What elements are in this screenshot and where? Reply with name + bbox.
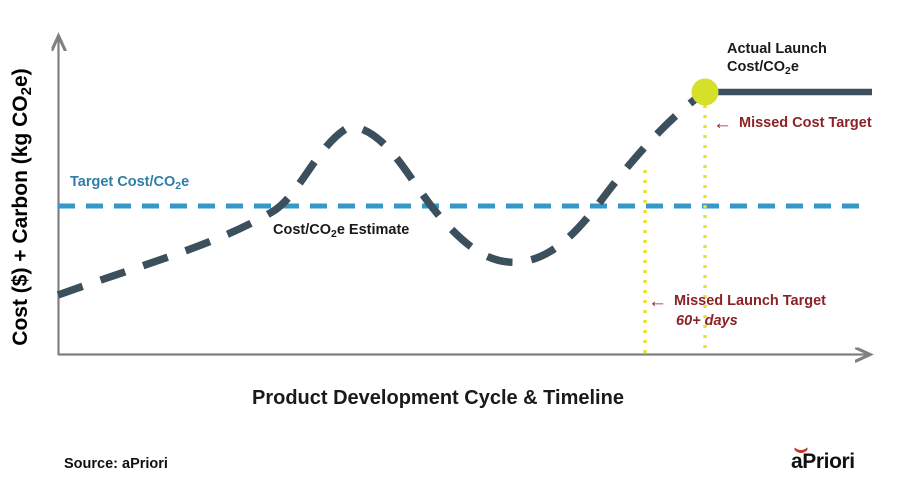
x-axis-title: Product Development Cycle & Timeline [252,387,624,409]
actual-launch-label-line2: Cost/CO2e [727,59,799,78]
actual-launch-label: Actual Launch Cost/CO2e [727,40,827,78]
actual-launch-marker [691,78,719,106]
apriori-logo: aPriori [791,450,855,474]
missed-cost-target-annotation: ← Missed Cost Target [713,114,872,133]
actual-launch-label-line1: Actual Launch [727,41,827,57]
logo-wordmark: aPriori [791,450,855,473]
missed-launch-target-text: Missed Launch Target [674,293,827,310]
arrow-left-icon: ← [648,291,667,312]
missed-launch-target-annotation: ← Missed Launch Target 60+ days [648,292,826,330]
source-note: Source: aPriori [64,456,168,472]
logo-accent-icon [793,442,809,453]
cost-estimate-label: Cost/CO2e Estimate [273,222,410,240]
missed-launch-target-detail: 60+ days [676,313,738,329]
y-axis-title: Cost ($) + Carbon (kg CO2e) [9,68,36,346]
arrow-left-icon: ← [713,113,732,134]
target-cost-label: Target Cost/CO2e [70,174,190,192]
cost-estimate-curve [56,88,708,299]
missed-cost-target-text: Missed Cost Target [739,115,872,132]
missed-launch-target-row: ← Missed Launch Target [648,292,826,311]
